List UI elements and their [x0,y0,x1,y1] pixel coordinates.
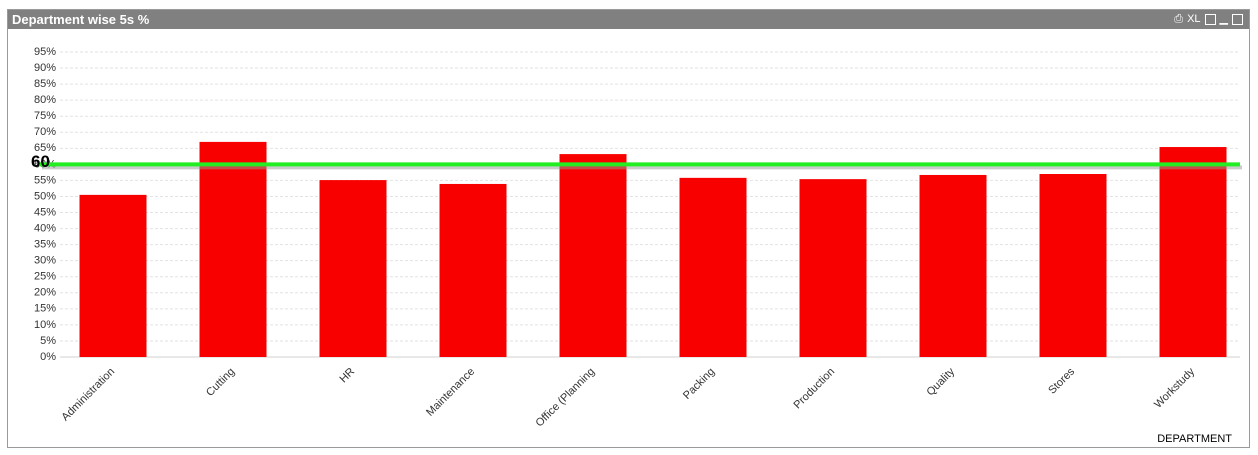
print-icon[interactable]: ⎙ [1174,13,1184,25]
x-tick-label: Cutting [204,366,237,399]
bar [919,174,987,357]
excel-button[interactable]: XL [1187,13,1201,25]
bar [1039,174,1107,357]
y-tick-label: 20% [34,287,56,299]
y-tick-label: 70% [34,126,56,138]
toolbar: ⎙ XL ▁ [1174,10,1243,29]
y-tick-label: 90% [34,62,56,74]
title-bar: Department wise 5s % ⎙ XL ▁ [8,10,1249,29]
x-tick-label: Stores [1046,365,1077,396]
window-title: Department wise 5s % [12,12,150,27]
x-tick-label: HR [337,366,357,386]
y-tick-label: 95% [34,46,56,58]
y-tick-label: 15% [34,303,56,315]
y-tick-label: 30% [34,255,56,267]
y-tick-label: 40% [34,222,56,234]
y-tick-label: 5% [40,335,56,347]
y-tick-label: 0% [40,351,56,363]
reference-label: 60 [31,152,50,171]
bar [679,177,747,357]
y-tick-label: 35% [34,239,56,251]
y-tick-label: 80% [34,94,56,106]
minimize-icon[interactable]: ▁ [1219,13,1228,25]
bar [439,183,507,357]
y-tick-label: 55% [34,174,56,186]
restore-icon[interactable] [1204,14,1216,25]
y-tick-label: 10% [34,319,56,331]
x-tick-label: Production [792,366,838,412]
y-tick-label: 45% [34,206,56,218]
y-tick-label: 75% [34,110,56,122]
maximize-icon[interactable] [1232,14,1243,25]
bar [79,194,147,357]
y-tick-label: 25% [34,271,56,283]
y-tick-label: 85% [34,78,56,90]
y-tick-label: 50% [34,190,56,202]
x-tick-label: Office (Planning [533,366,597,430]
x-tick-label: Administration [59,366,117,424]
x-axis-title: DEPARTMENT [1157,433,1232,445]
x-tick-label: Quality [924,365,957,398]
bar [319,180,387,357]
x-tick-label: Packing [681,366,717,402]
x-tick-label: Maintenance [424,366,477,419]
bar [199,141,267,357]
x-tick-label: Workstudy [1152,365,1197,410]
y-tick-label: 65% [34,142,56,154]
bar [799,179,867,357]
bar [559,154,627,357]
bar [1159,147,1227,357]
